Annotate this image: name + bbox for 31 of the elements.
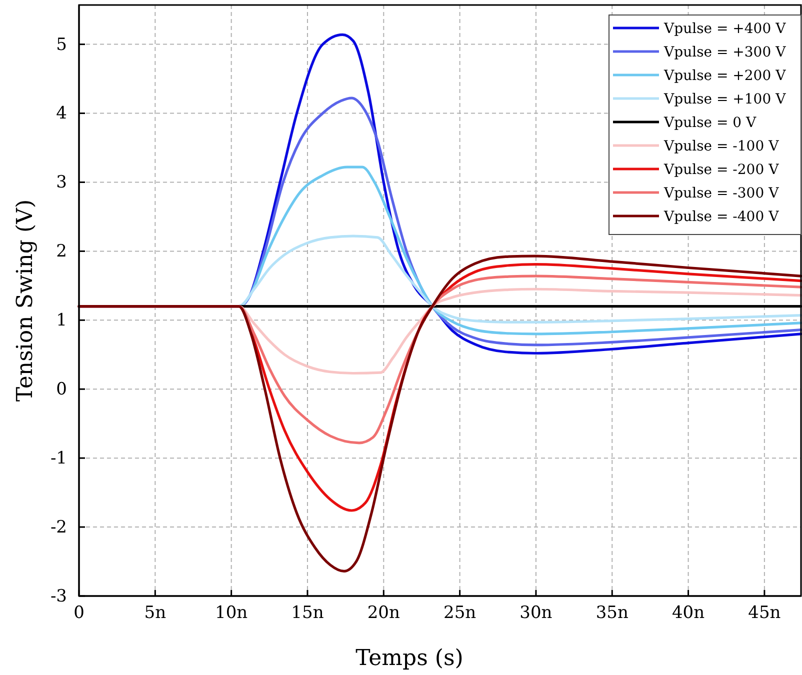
legend-label: Vpulse = -100 V bbox=[663, 138, 780, 154]
y-tick-label: 4 bbox=[56, 104, 67, 124]
legend-label: Vpulse = +200 V bbox=[663, 68, 787, 84]
x-tick-label: 45n bbox=[748, 603, 781, 624]
legend-label: Vpulse = -400 V bbox=[663, 209, 780, 225]
legend-label: Vpulse = 0 V bbox=[663, 115, 758, 131]
x-tick-label: 35n bbox=[596, 603, 628, 624]
y-tick-label: 2 bbox=[56, 242, 67, 262]
legend-label: Vpulse = +300 V bbox=[663, 44, 787, 60]
legend-label: Vpulse = +400 V bbox=[663, 21, 787, 37]
x-tick-label: 40n bbox=[672, 603, 705, 624]
y-tick-label: 0 bbox=[56, 380, 67, 400]
x-tick-label: 5n bbox=[144, 603, 166, 624]
x-tick-label: 0 bbox=[74, 603, 84, 624]
y-tick-label: 3 bbox=[56, 172, 67, 193]
line-series bbox=[78, 254, 802, 572]
y-tick-label: -1 bbox=[50, 448, 67, 469]
legend-label: Vpulse = -200 V bbox=[663, 162, 780, 178]
x-tick-label: 10n bbox=[215, 603, 248, 624]
y-tick-label: -2 bbox=[50, 517, 67, 538]
x-tick-label: 25n bbox=[444, 603, 476, 624]
x-tick-label: 30n bbox=[520, 603, 552, 624]
legend-label: Vpulse = +100 V bbox=[663, 92, 787, 108]
y-tick-label: 5 bbox=[56, 34, 67, 55]
y-tick-label: -3 bbox=[50, 586, 67, 606]
y-tick-label: 1 bbox=[56, 310, 67, 331]
legend-label: Vpulse = -300 V bbox=[663, 186, 780, 202]
x-axis-title: Temps (s) bbox=[356, 646, 464, 671]
y-axis-title: Tension Swing (V) bbox=[13, 199, 38, 402]
x-tick-label: 15n bbox=[291, 603, 324, 624]
x-tick-label: 20n bbox=[367, 603, 400, 624]
